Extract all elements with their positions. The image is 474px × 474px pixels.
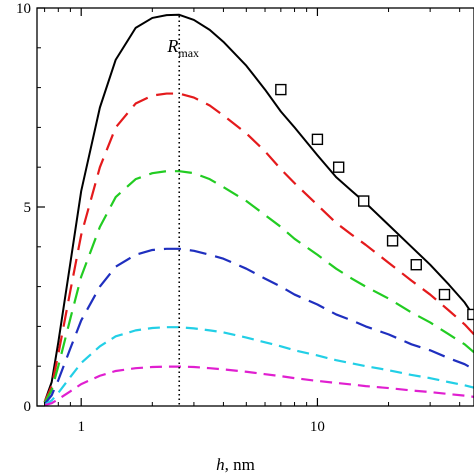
series-line-3 <box>43 247 474 405</box>
data-marker <box>275 83 287 96</box>
y-tick-label: 0 <box>24 399 32 415</box>
y-tick-label: 10 <box>16 1 31 17</box>
curves <box>43 13 474 407</box>
rmax-label-subscript: max <box>178 46 199 60</box>
data-marker <box>438 288 451 301</box>
data-marker <box>358 195 370 207</box>
data-marker <box>410 259 422 271</box>
rmax-label-main: R <box>166 36 178 56</box>
series-line-2 <box>43 170 474 404</box>
data-marker <box>332 161 345 173</box>
axis-ticks <box>37 7 461 407</box>
rmax-label: Rmax <box>166 36 199 60</box>
series-line-4 <box>44 326 474 406</box>
data-marker <box>311 133 324 146</box>
series-line-1 <box>43 92 474 403</box>
x-axis-title: h, nm <box>216 455 255 474</box>
x-axis-unit: , nm <box>225 455 255 474</box>
data-marker <box>386 235 399 247</box>
x-tick-label: 10 <box>310 419 325 435</box>
series-line-0 <box>43 13 474 403</box>
y-tick-label: 5 <box>24 200 32 216</box>
data-marker <box>467 308 474 321</box>
tick-labels: 1 10 0 5 10 <box>16 1 325 435</box>
x-tick-label: 1 <box>77 419 85 435</box>
markers <box>275 83 474 321</box>
rmax-annotation: Rmax <box>166 15 199 406</box>
series-line-5 <box>44 365 474 407</box>
x-axis-var: h <box>216 455 225 474</box>
